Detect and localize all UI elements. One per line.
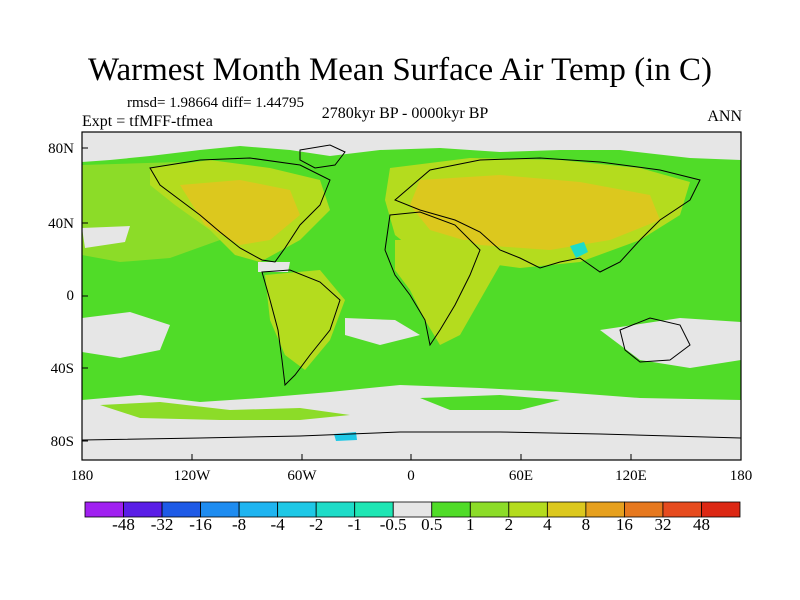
field-north-america-core [180,180,300,245]
field-tibet-cold-spot [570,242,588,258]
lat-tick-40n: 40N [48,216,74,232]
coast-eurasia [394,157,701,273]
map-ticks [82,147,632,460]
coast-antarctica [81,431,742,441]
lat-tick-80n: 80N [48,141,74,157]
coast-north-america [149,157,331,263]
coast-greenland [299,144,346,169]
period-label: 2780kyr BP - 0000kyr BP [321,105,489,122]
colorbar-label: -8 [232,515,247,534]
colorbar-label: 2 [504,515,514,534]
lat-tick-40s: 40S [50,361,74,377]
rmsd-diff-stats: rmsd= 1.98664 diff= 1.44795 [127,95,305,111]
colorbar-label: -48 [112,515,135,534]
coast-australia [619,317,691,363]
colorbar-label: 4 [543,515,552,534]
field-neutral-west-pacific [82,312,170,358]
colorbar-label: -16 [189,515,212,534]
coastlines [81,144,742,441]
lon-tick-60e: 60E [508,468,534,484]
colorbar-label: -0.5 [379,515,407,534]
colorbar-label: -2 [309,515,324,534]
colorbar-label: 32 [654,515,672,534]
lon-tick-180e: 180 [729,468,753,484]
colorbar-label: -4 [270,515,285,534]
coast-south-america [261,269,341,387]
field-south-america [265,270,345,370]
experiment-label: Expt = tfMFF-tfmea [82,113,213,130]
colorbar-label: -1 [347,515,362,534]
coast-africa [384,211,481,347]
map-title: Warmest Month Mean Surface Air Temp (in … [87,52,713,88]
lon-tick-60w: 60W [287,468,317,484]
season-label: ANN [707,108,742,125]
lon-tick-0: 0 [407,468,415,484]
lat-tick-0: 0 [66,288,75,304]
field-southern-ocean-band-east [420,395,560,410]
field-layer [82,132,741,460]
colorbar-swatch [701,501,741,518]
colorbar-label: 1 [466,515,475,534]
colorbar-label: 8 [581,515,591,534]
field-eurasia-core [410,175,660,250]
field-arctic-neutral [82,132,741,162]
field-neutral-north-pacific [82,226,130,248]
field-southern-ocean [82,385,741,460]
field-southern-ocean-band [100,402,350,420]
colorbar-label: -32 [150,515,174,534]
lon-tick-120e: 120E [615,468,647,484]
colorbar [84,501,741,518]
lon-tick-180w: 180 [70,468,94,484]
lon-tick-120w: 120W [173,468,211,484]
field-neutral-south-atlantic [345,318,420,345]
field-neutral-caribbean [258,262,290,272]
field-neutral-australia [600,318,741,368]
colorbar-label: 16 [615,515,633,534]
colorbar-label: 0.5 [421,515,443,534]
colorbar-label: 48 [692,515,710,534]
lat-tick-80s: 80S [50,434,74,450]
